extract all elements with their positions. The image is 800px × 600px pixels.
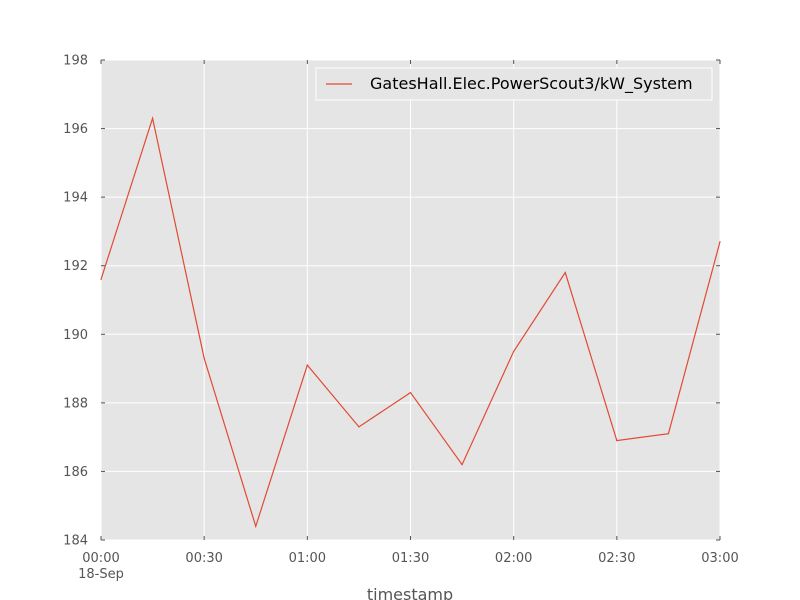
data-point: [100, 278, 102, 281]
x-tick-label: 01:30: [392, 551, 429, 566]
x-axis-sublabel: 18-Sep: [78, 567, 124, 582]
data-point: [719, 241, 721, 243]
y-tick-label: 186: [63, 465, 88, 480]
y-tick-label: 198: [63, 54, 88, 69]
data-point: [151, 117, 154, 119]
y-tick-label: 194: [63, 191, 88, 206]
legend-box: [315, 67, 713, 101]
x-tick-label: 00:00: [82, 551, 119, 566]
data-point: [306, 364, 308, 366]
x-axis-title: timestamp: [367, 585, 453, 600]
legend: GatesHall.Elec.PowerScout3/kW_System: [315, 67, 713, 101]
x-tick-label: 03:00: [701, 551, 738, 566]
data-point: [616, 439, 618, 442]
data-point: [409, 391, 412, 394]
data-point: [203, 357, 205, 359]
x-tick-label: 01:00: [289, 551, 326, 566]
y-tick-label: 192: [63, 259, 88, 274]
x-tick-label: 00:30: [185, 551, 222, 566]
data-point: [255, 525, 257, 527]
axis-ticks: [100, 59, 721, 541]
x-tick-label: 02:00: [495, 551, 532, 566]
y-tick-label: 184: [63, 534, 88, 549]
x-tick-label: 02:30: [598, 551, 635, 566]
legend-label: GatesHall.Elec.PowerScout3/kW_System: [370, 74, 693, 94]
data-point: [667, 433, 670, 435]
y-tick-label: 190: [63, 328, 88, 343]
data-point: [513, 350, 515, 353]
data-points: [100, 117, 721, 527]
data-point: [461, 463, 463, 466]
y-tick-label: 196: [63, 122, 88, 137]
x-axis-tick-labels: 00:00 00:30 01:00 01:30 02:00 02:30 03:00: [82, 551, 738, 566]
data-point: [564, 271, 566, 274]
y-tick-label: 188: [63, 396, 88, 411]
y-axis-tick-labels: 184 186 188 190 192 194 196 198: [63, 54, 88, 549]
data-point: [358, 426, 360, 428]
